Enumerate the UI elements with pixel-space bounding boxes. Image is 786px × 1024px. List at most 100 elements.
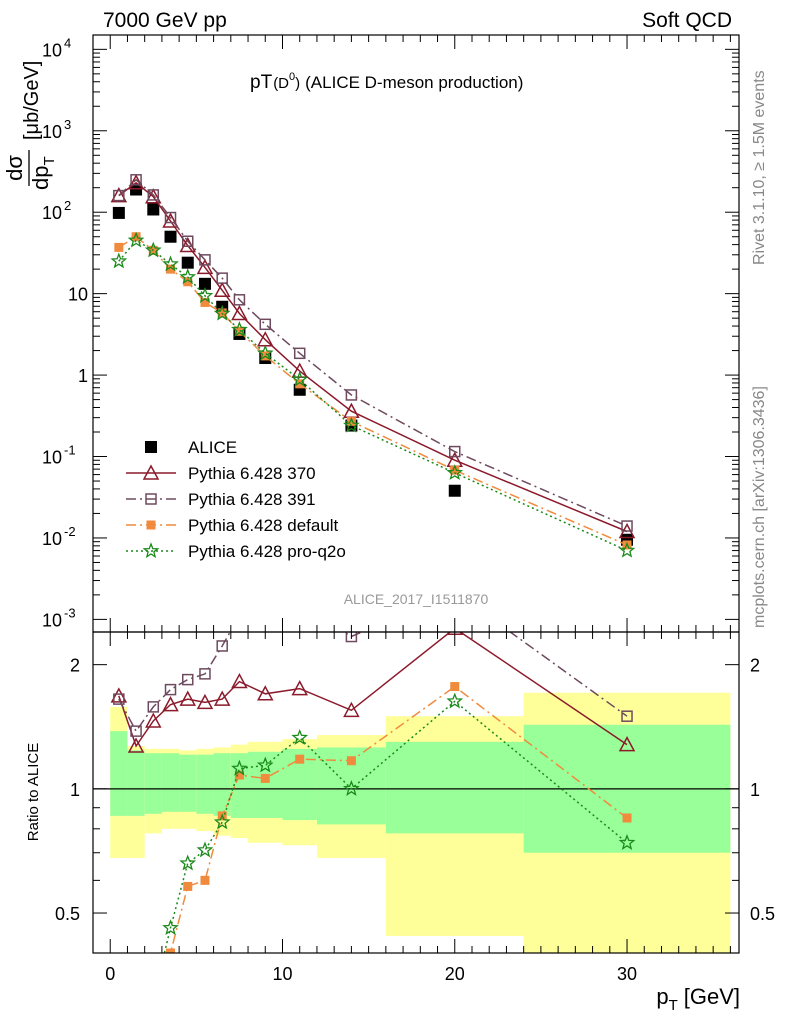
main-ytick-label: 10 — [42, 610, 62, 630]
legend-label: Pythia 6.428 370 — [188, 464, 316, 483]
data-point — [295, 379, 305, 389]
legend-label: ALICE — [188, 438, 237, 457]
main-ytick-label: 10 — [68, 285, 88, 305]
ratio-pythia-6-428-370 — [110, 632, 636, 753]
ratio-ytick-label-right: 0.5 — [750, 904, 775, 924]
data-point — [196, 286, 214, 303]
data-point — [114, 962, 123, 971]
series-line — [118, 239, 628, 552]
data-point — [343, 416, 360, 433]
series-line — [118, 178, 628, 527]
data-point — [618, 541, 636, 558]
data-point — [196, 258, 214, 275]
rivet-label: Rivet 3.1.10, ≥ 1.5M events — [751, 70, 768, 265]
data-point — [147, 189, 160, 201]
data-point — [345, 389, 358, 401]
data-point — [199, 668, 211, 680]
xtick-label: 0 — [105, 964, 115, 984]
data-point — [231, 304, 248, 321]
data-point — [618, 833, 636, 850]
data-point — [179, 854, 197, 871]
data-point — [164, 230, 177, 243]
data-point — [259, 318, 272, 331]
main-ytick-label: 1 — [78, 366, 88, 386]
ratio-series — [93, 599, 739, 1003]
legend-entry: ALICE — [145, 438, 237, 457]
data-point — [145, 712, 162, 728]
data-point — [162, 212, 179, 228]
main-ytick-exp: 2 — [64, 198, 71, 213]
xlabel-main: p — [656, 984, 668, 1009]
legend-label: Pythia 6.428 pro-q2o — [188, 542, 346, 561]
data-point — [162, 255, 179, 272]
data-point — [231, 759, 248, 776]
data-point — [183, 881, 193, 891]
main-title: pT(D0) (ALICE D-meson production) — [250, 71, 523, 93]
data-point — [618, 736, 636, 752]
data-point — [213, 813, 231, 830]
data-point — [199, 254, 211, 266]
band-green — [248, 751, 283, 818]
data-point — [260, 613, 270, 623]
main-x-ticks — [109, 35, 731, 632]
data-point — [183, 277, 193, 287]
main-ytick-base: 10 — [42, 122, 62, 142]
ylabel-units: [μb/GeV] — [21, 61, 43, 140]
legend: ALICE Pythia 6.428 370 Pythia 6.428 391 Pyt… — [126, 438, 346, 561]
main-ytick-exp: -2 — [64, 524, 76, 539]
legend-entry: Pythia 6.428 default — [126, 516, 339, 535]
data-point — [113, 189, 125, 202]
data-point — [166, 948, 176, 953]
data-point — [130, 183, 143, 196]
data-point — [149, 994, 158, 1003]
series-line — [118, 181, 628, 533]
main-ytick-label: 10 — [42, 529, 62, 549]
data-point — [450, 465, 460, 475]
x-axis-label: pT [GeV] — [656, 984, 740, 1014]
data-point — [448, 484, 461, 497]
main-ytick-label: 10 — [42, 122, 62, 142]
ylabel-den: dpT — [28, 156, 58, 190]
data-point — [295, 599, 305, 609]
data-point — [291, 729, 309, 745]
ratio-ylabel: Ratio to ALICE — [25, 743, 42, 841]
xlabel-units: [GeV] — [684, 984, 740, 1009]
data-point — [213, 281, 231, 298]
data-point — [181, 256, 194, 269]
ratio-line — [163, 700, 628, 953]
band-green — [127, 750, 145, 816]
data-point — [200, 297, 210, 307]
series-pythia-6-428-370 — [110, 174, 636, 539]
data-point — [113, 693, 125, 705]
data-point — [181, 235, 194, 247]
data-point — [127, 737, 145, 753]
data-point — [260, 773, 270, 783]
data-point — [291, 680, 308, 696]
main-ytick-base: 1 — [78, 366, 88, 386]
ratio-panel: 0.5 0.5 1 1 2 2 0 10 20 30 Ratio to ALICE pT [GeV… — [25, 599, 775, 1014]
data-point — [446, 692, 464, 709]
data-point — [343, 780, 360, 796]
data-point — [110, 187, 128, 203]
data-point — [179, 268, 197, 285]
data-point — [110, 687, 128, 703]
band-green — [385, 741, 524, 834]
title-main: pT — [250, 72, 273, 93]
main-ytick-label: 10 — [42, 203, 62, 223]
data-point — [145, 188, 162, 204]
data-point — [144, 241, 162, 258]
band-green — [196, 754, 214, 814]
data-point — [130, 725, 142, 737]
data-point — [213, 304, 231, 321]
data-point — [234, 611, 244, 621]
mcplots-label: mcplots.cern.ch [arXiv:1306.3436] — [751, 386, 768, 628]
data-point — [196, 693, 214, 710]
data-point — [621, 710, 633, 722]
data-point — [621, 520, 633, 532]
xtick-label: 10 — [272, 964, 292, 984]
data-point — [345, 632, 358, 643]
data-point — [234, 326, 244, 336]
main-ytick-exp: -1 — [64, 443, 76, 458]
data-point — [256, 344, 274, 361]
ratio-ytick-label: 2 — [70, 656, 80, 676]
